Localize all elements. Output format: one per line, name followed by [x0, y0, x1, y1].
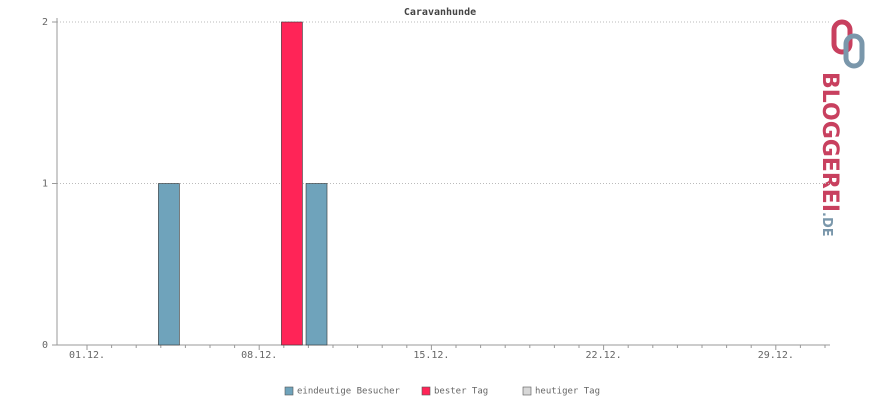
bar	[281, 21, 303, 346]
legend-swatch	[522, 386, 532, 396]
y-tick-label: 2	[42, 17, 48, 28]
bar	[158, 183, 180, 346]
logo-icon	[843, 33, 865, 69]
logo-word: BLOGGEREI	[817, 72, 842, 212]
x-tick-label: 22.12.	[586, 350, 622, 361]
legend-label: bester Tag	[434, 387, 488, 397]
legend-swatch	[284, 386, 294, 396]
legend-swatch	[421, 386, 431, 396]
legend-label: eindeutige Besucher	[297, 387, 401, 397]
y-tick-label: 1	[42, 179, 48, 190]
logo-text: BLOGGEREI.DE	[817, 72, 842, 237]
legend-label: heutiger Tag	[535, 387, 600, 397]
bar	[305, 183, 328, 346]
logo: BLOGGEREI.DE	[817, 19, 865, 237]
x-tick-label: 08.12.	[241, 350, 277, 361]
x-tick-label: 01.12.	[69, 350, 105, 361]
y-tick-label: 0	[42, 340, 48, 351]
logo-suffix: .DE	[819, 212, 834, 237]
x-tick-label: 29.12.	[758, 350, 794, 361]
chart-title: Caravanhunde	[404, 7, 476, 18]
logo-icon	[831, 19, 853, 55]
x-tick-label: 15.12.	[413, 350, 449, 361]
